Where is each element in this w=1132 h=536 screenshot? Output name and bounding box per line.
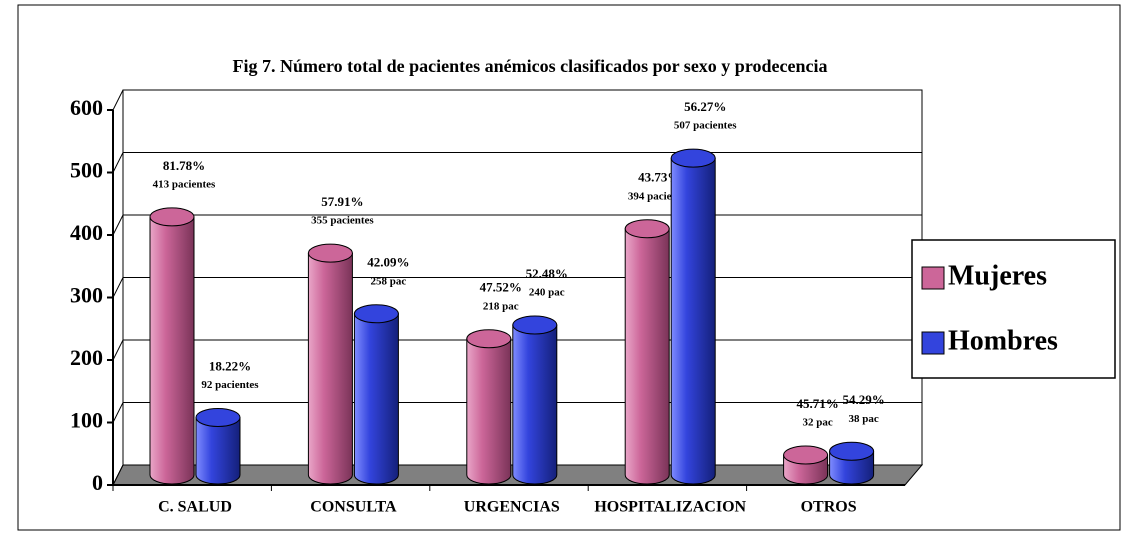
bar <box>670 157 716 485</box>
grid-line <box>112 277 124 298</box>
legend-box <box>911 239 1116 379</box>
percent-label: 42.09% <box>367 255 409 270</box>
bar-top <box>624 219 670 239</box>
grid-line <box>112 402 124 423</box>
grid-line <box>112 464 124 486</box>
grid-line <box>112 152 124 173</box>
grid-line <box>112 339 124 361</box>
percent-label: 54.29% <box>842 392 884 407</box>
bar <box>307 252 353 485</box>
x-tick-label: HOSPITALIZACION <box>594 499 746 516</box>
legend-label: Mujeres <box>948 260 1047 291</box>
bar <box>149 216 195 485</box>
bar <box>624 228 670 485</box>
bar-top <box>829 441 875 461</box>
value-label: 38 pac <box>848 413 878 425</box>
bar-top <box>466 329 512 349</box>
bar <box>353 313 399 485</box>
bar-top <box>353 304 399 324</box>
y-tick-label: 300 <box>70 283 103 308</box>
value-label: 32 pac <box>802 417 832 429</box>
y-tick-label: 100 <box>70 408 103 433</box>
percent-label: 57.91% <box>321 194 363 209</box>
bar-top <box>670 148 716 168</box>
bar <box>195 417 241 485</box>
y-tick-label: 600 <box>70 95 103 120</box>
bar <box>466 338 512 485</box>
grid-line <box>112 214 124 236</box>
y-tick-label: 400 <box>70 220 103 245</box>
x-tick-label: URGENCIAS <box>464 499 560 516</box>
percent-label: 45.71% <box>796 396 838 411</box>
x-tick-label: OTROS <box>801 499 857 516</box>
value-label: 218 pac <box>483 300 519 312</box>
percent-label: 43.73% <box>638 170 680 185</box>
y-tick-label: 500 <box>70 158 103 183</box>
value-label: 258 pac <box>371 275 407 287</box>
percent-label: 52.48% <box>526 266 568 281</box>
grid-line <box>112 89 124 111</box>
chart-title: Fig 7. Número total de pacientes anémico… <box>233 56 828 76</box>
value-label: 413 pacientes <box>153 178 216 190</box>
percent-label: 56.27% <box>684 99 726 114</box>
bar-top <box>512 315 558 335</box>
value-label: 507 pacientes <box>674 120 737 132</box>
bar-top <box>149 207 195 227</box>
bar-top <box>783 445 829 465</box>
y-tick-label: 0 <box>92 470 103 495</box>
percent-label: 47.52% <box>480 280 522 295</box>
legend-swatch <box>921 331 945 355</box>
x-tick-label: CONSULTA <box>310 499 397 516</box>
value-label: 92 pacientes <box>201 379 259 391</box>
x-tick-label: C. SALUD <box>158 499 232 516</box>
y-tick-label: 200 <box>70 345 103 370</box>
value-label: 240 pac <box>529 287 565 299</box>
legend-label: Hombres <box>948 325 1058 356</box>
percent-label: 81.78% <box>163 158 205 173</box>
value-label: 355 pacientes <box>311 215 374 227</box>
percent-label: 18.22% <box>209 358 251 373</box>
legend-swatch <box>921 266 945 290</box>
bar-top <box>195 408 241 427</box>
bar <box>512 324 558 485</box>
bar-top <box>307 243 353 263</box>
